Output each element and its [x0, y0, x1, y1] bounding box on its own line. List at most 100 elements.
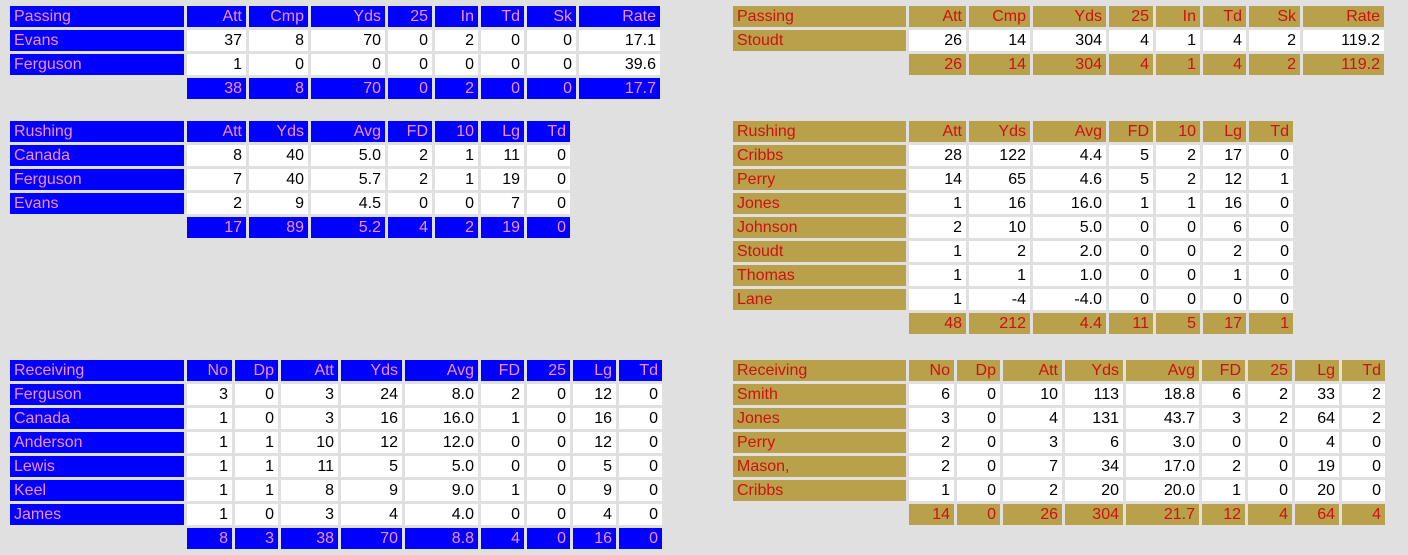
- table-row: Evans 37 8 70 0 2 0 0 17.1: [10, 30, 660, 51]
- stat-cell: 1: [481, 408, 524, 429]
- column-header: Yds: [249, 121, 308, 142]
- player-name: Evans: [10, 30, 184, 51]
- header-row: Receiving No Dp Att Yds Avg FD 25 Lg Td: [10, 360, 662, 381]
- stat-cell: 12: [1203, 169, 1246, 190]
- stat-cell: 5.0: [1033, 217, 1106, 238]
- column-header: Avg: [1033, 121, 1106, 142]
- table-row: Cribbs 1 0 2 20 20.0 1 0 20 0: [733, 480, 1385, 501]
- stat-cell: 8: [187, 145, 246, 166]
- stat-cell: 3: [281, 504, 338, 525]
- column-header: No: [909, 360, 954, 381]
- stat-cell: 89: [249, 217, 308, 238]
- player-name: Ferguson: [10, 169, 184, 190]
- totals-row: 14 0 26 304 21.7 12 4 64 4: [733, 504, 1385, 525]
- table-row: Ferguson 1 0 0 0 0 0 0 39.6: [10, 54, 660, 75]
- stat-cell: 0: [1202, 432, 1245, 453]
- stat-cell: -4.0: [1033, 289, 1106, 310]
- stat-cell: 38: [187, 78, 246, 99]
- stat-cell: 4.4: [1033, 145, 1106, 166]
- stat-cell: 5: [573, 456, 616, 477]
- totals-row: 38 8 70 0 2 0 0 17.7: [10, 78, 660, 99]
- stat-cell: 43.7: [1126, 408, 1199, 429]
- table-row: Perry 14 65 4.6 5 2 12 1: [733, 169, 1293, 190]
- stat-cell: 40: [249, 145, 308, 166]
- stat-cell: 2.0: [1033, 241, 1106, 262]
- stat-cell: 7: [481, 193, 524, 214]
- table-row: Canada 1 0 3 16 16.0 1 0 16 0: [10, 408, 662, 429]
- stat-cell: 10: [969, 217, 1030, 238]
- stat-cell: 3: [1202, 408, 1245, 429]
- left-rushing-table: Rushing Att Yds Avg FD 10 Lg Td Canada 8 40 5.0 2 1 11…: [7, 118, 573, 241]
- stat-cell: 2: [1203, 241, 1246, 262]
- stat-cell: 16: [341, 408, 402, 429]
- left-passing-table: Passing Att Cmp Yds 25 In Td Sk Rate Evans 37 8 70 0 2…: [7, 3, 663, 102]
- stat-cell: 0: [1109, 289, 1153, 310]
- stat-cell: 0: [435, 54, 478, 75]
- table-row: Mason, 2 0 7 34 17.0 2 0 19 0: [733, 456, 1385, 477]
- stat-cell: 0: [1249, 265, 1293, 286]
- stat-cell: 0: [1203, 289, 1246, 310]
- stat-cell: 8: [249, 30, 308, 51]
- totals-row: 26 14 304 4 1 4 2 119.2: [733, 54, 1384, 75]
- stat-cell: 0: [481, 432, 524, 453]
- player-name: Stoudt: [733, 241, 906, 262]
- stat-cell: 4.4: [1033, 313, 1106, 334]
- table-row: Cribbs 28 122 4.4 5 2 17 0: [733, 145, 1293, 166]
- stat-cell: 19: [481, 169, 524, 190]
- stat-cell: 0: [527, 384, 570, 405]
- stat-cell: 40: [249, 169, 308, 190]
- player-name: Johnson: [733, 217, 906, 238]
- stat-cell: 9: [573, 480, 616, 501]
- stat-cell: 2: [909, 432, 954, 453]
- stat-cell: 0: [527, 408, 570, 429]
- stat-cell: 20: [1295, 480, 1339, 501]
- stat-cell: 0: [388, 193, 432, 214]
- stat-cell: 131: [1065, 408, 1123, 429]
- stat-cell: 3: [235, 528, 278, 549]
- player-name: [733, 54, 906, 75]
- stat-cell: 2: [435, 78, 478, 99]
- stat-cell: 0: [481, 456, 524, 477]
- stat-cell: 0: [619, 408, 662, 429]
- stat-cell: 5: [1109, 169, 1153, 190]
- totals-row: 17 89 5.2 4 2 19 0: [10, 217, 570, 238]
- column-header: 10: [1156, 121, 1200, 142]
- player-name: Ferguson: [10, 384, 184, 405]
- stat-cell: -4: [969, 289, 1030, 310]
- stat-cell: 4.0: [405, 504, 478, 525]
- stat-cell: 16.0: [1033, 193, 1106, 214]
- column-header: FD: [481, 360, 524, 381]
- stat-cell: 119.2: [1303, 30, 1384, 51]
- stat-cell: 2: [1249, 54, 1300, 75]
- stat-cell: 12: [1202, 504, 1245, 525]
- column-header: Rate: [579, 6, 660, 27]
- column-header: Avg: [405, 360, 478, 381]
- stat-cell: 17: [1203, 313, 1246, 334]
- player-name: Perry: [733, 169, 906, 190]
- table-row: Lane 1 -4 -4.0 0 0 0 0: [733, 289, 1293, 310]
- column-header: Td: [1249, 121, 1293, 142]
- stat-cell: 24: [341, 384, 402, 405]
- stat-cell: 0: [957, 480, 1000, 501]
- column-header: Yds: [311, 6, 385, 27]
- header-row: Passing Att Cmp Yds 25 In Td Sk Rate: [10, 6, 660, 27]
- stat-cell: 3.0: [1126, 432, 1199, 453]
- stat-cell: 304: [1065, 504, 1123, 525]
- stat-cell: 1: [1249, 313, 1293, 334]
- stat-cell: 11: [481, 145, 524, 166]
- stat-cell: 6: [1203, 217, 1246, 238]
- column-header: Dp: [957, 360, 1000, 381]
- stat-cell: 6: [1202, 384, 1245, 405]
- stat-cell: 3: [1003, 432, 1062, 453]
- table-row: Stoudt 26 14 304 4 1 4 2 119.2: [733, 30, 1384, 51]
- stat-cell: 5.0: [405, 456, 478, 477]
- stat-cell: 1: [187, 504, 232, 525]
- column-header: 25: [1248, 360, 1292, 381]
- stat-cell: 0: [481, 30, 524, 51]
- column-header: Yds: [969, 121, 1030, 142]
- stat-cell: 0: [527, 504, 570, 525]
- player-name: Cribbs: [733, 145, 906, 166]
- column-header: In: [435, 6, 478, 27]
- stat-cell: 0: [1249, 241, 1293, 262]
- stat-cell: 2: [1156, 145, 1200, 166]
